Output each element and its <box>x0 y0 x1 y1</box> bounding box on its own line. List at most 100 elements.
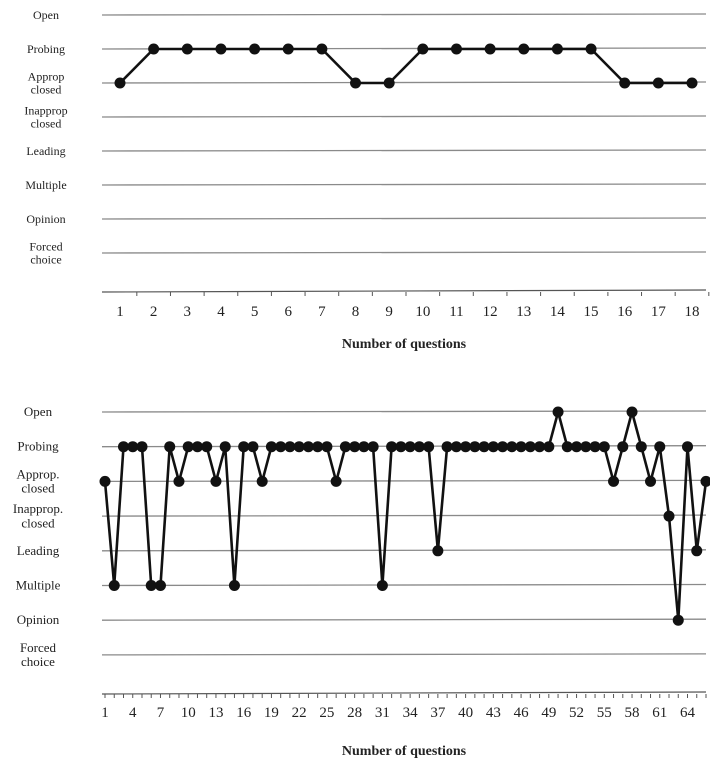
x-tick-label: 49 <box>541 705 556 721</box>
data-point <box>478 441 490 453</box>
y-category-label: Multiple <box>25 178 66 192</box>
x-tick-label: 31 <box>375 705 390 721</box>
data-point <box>238 441 250 453</box>
x-tick-label: 52 <box>569 705 584 721</box>
gridline <box>101 583 707 587</box>
data-point <box>686 77 698 89</box>
x-tick-label: 4 <box>217 304 225 320</box>
data-point <box>127 441 139 453</box>
y-category-label: Open <box>33 8 59 22</box>
x-tick-label: 6 <box>284 304 292 320</box>
x-tick-label: 18 <box>685 304 700 320</box>
data-point <box>484 43 496 55</box>
x-tick-label: 13 <box>208 705 223 721</box>
data-point <box>518 43 530 55</box>
data-point <box>173 475 185 487</box>
x-tick-label: 55 <box>597 705 612 721</box>
data-point <box>182 441 194 453</box>
x-tick-label: 58 <box>625 705 640 721</box>
gridline <box>101 514 707 517</box>
data-point <box>117 441 129 453</box>
data-point <box>423 441 435 453</box>
y-category-label: Forced choice <box>20 640 57 669</box>
data-point <box>585 43 597 55</box>
data-point <box>654 441 666 453</box>
x-tick-label: 19 <box>264 705 279 721</box>
data-point <box>349 441 361 453</box>
x-tick-label: 3 <box>184 304 192 320</box>
y-category-label: Leading <box>17 543 60 558</box>
gridline <box>101 81 707 84</box>
data-point <box>580 441 592 453</box>
x-tick-label: 61 <box>652 705 667 721</box>
y-category-label: Leading <box>26 144 65 158</box>
data-point <box>339 441 351 453</box>
data-point <box>663 510 675 522</box>
data-point <box>284 441 296 453</box>
data-point <box>450 441 462 453</box>
gridline <box>101 410 707 413</box>
data-point <box>497 441 509 453</box>
gridline <box>101 618 707 621</box>
x-tick-label: 16 <box>617 304 633 320</box>
data-point <box>350 77 362 89</box>
data-point <box>635 441 647 453</box>
gridline <box>101 13 707 16</box>
x-tick-label: 11 <box>449 304 463 320</box>
data-point <box>524 441 536 453</box>
data-point <box>441 441 453 453</box>
data-point <box>691 545 703 557</box>
x-tick-label: 22 <box>292 705 307 721</box>
data-point <box>589 441 601 453</box>
data-point <box>487 441 499 453</box>
data-point <box>191 441 203 453</box>
y-category-label: Approp. closed <box>17 466 60 495</box>
data-point <box>682 441 694 453</box>
x-tick-label: 64 <box>680 705 696 721</box>
x-tick-label: 17 <box>651 304 667 320</box>
data-point <box>249 43 261 55</box>
data-point <box>534 441 546 453</box>
x-axis <box>101 289 707 293</box>
data-point <box>460 441 472 453</box>
data-point <box>608 475 620 487</box>
data-point <box>99 475 111 487</box>
y-category-label: Opinion <box>26 212 65 226</box>
data-point <box>413 441 425 453</box>
data-point <box>645 475 657 487</box>
y-category-label: Probing <box>17 439 59 454</box>
x-tick-label: 13 <box>516 304 531 320</box>
data-point <box>256 475 268 487</box>
x-tick-label: 7 <box>157 705 165 721</box>
gridline <box>101 479 707 483</box>
data-point <box>404 441 416 453</box>
x-tick-label: 25 <box>319 705 334 721</box>
gridline <box>101 115 707 118</box>
y-category-label: Open <box>24 404 53 419</box>
data-point <box>302 441 314 453</box>
x-tick-label: 15 <box>584 304 599 320</box>
data-point <box>561 441 573 453</box>
data-point <box>469 441 481 453</box>
y-category-label: Inapprop. closed <box>13 501 63 530</box>
data-point <box>619 77 631 89</box>
data-point <box>598 441 610 453</box>
data-point <box>571 441 583 453</box>
gridline <box>101 149 707 152</box>
x-tick-label: 43 <box>486 705 501 721</box>
x-tick-label: 4 <box>129 705 137 721</box>
data-point <box>617 441 629 453</box>
x-tick-label: 34 <box>403 705 419 721</box>
gridline <box>101 653 707 656</box>
data-point <box>321 441 333 453</box>
x-tick-label: 1 <box>101 705 109 721</box>
data-point <box>652 77 664 89</box>
data-point <box>275 441 287 453</box>
data-point <box>293 441 305 453</box>
data-point <box>672 614 684 626</box>
gridline <box>101 217 707 220</box>
x-tick-label: 10 <box>415 304 430 320</box>
x-axis-title: Number of questions <box>342 744 467 759</box>
data-point <box>247 441 259 453</box>
data-point <box>210 475 222 487</box>
